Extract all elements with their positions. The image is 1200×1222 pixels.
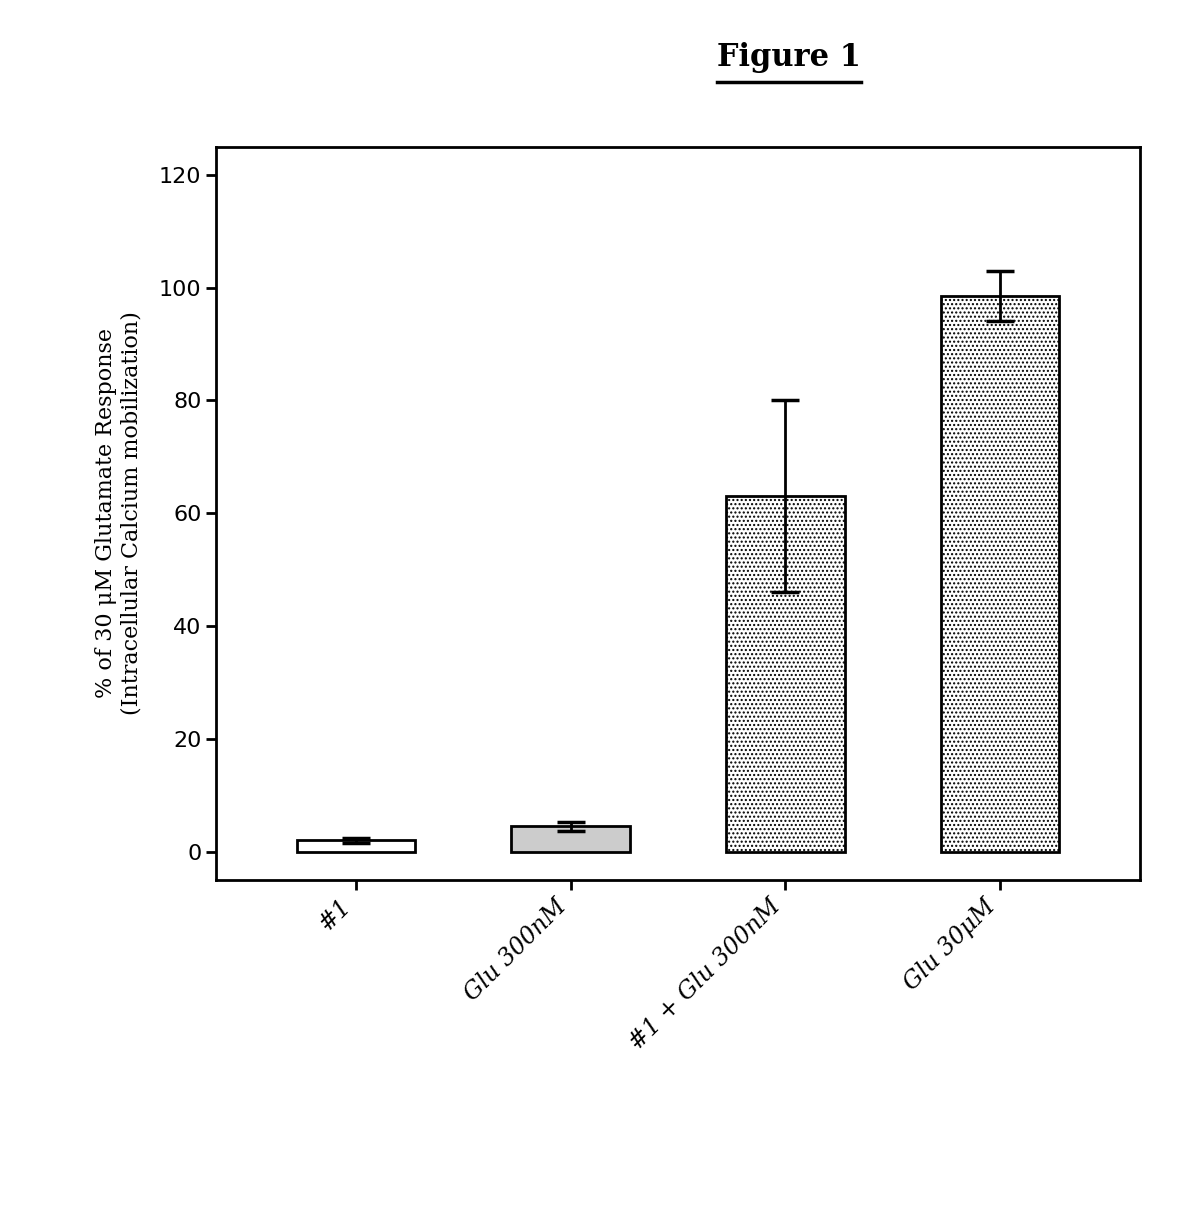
Bar [941, 296, 1060, 852]
Bar [511, 826, 630, 852]
Text: Figure 1: Figure 1 [716, 43, 860, 73]
Y-axis label: % of 30 μM Glutamate Response
(Intracellular Calcium mobilization): % of 30 μM Glutamate Response (Intracell… [95, 312, 142, 715]
Bar [726, 496, 845, 852]
Bar [296, 841, 415, 852]
